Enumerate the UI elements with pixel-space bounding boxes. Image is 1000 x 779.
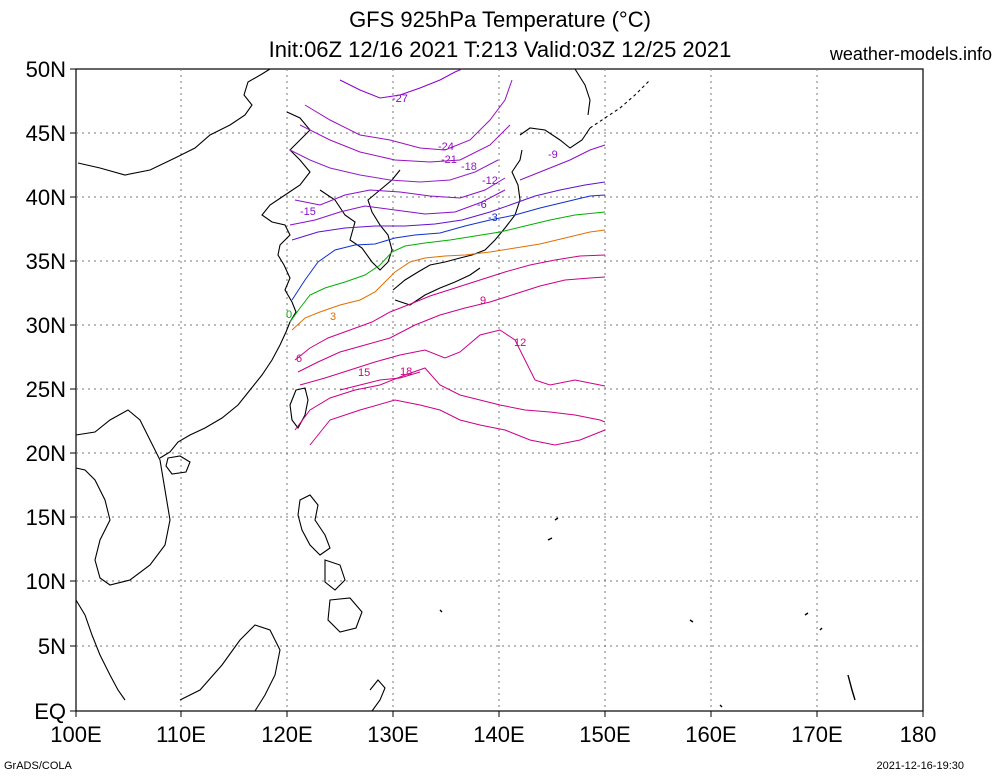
footer-left: GrADS/COLA [4,760,72,772]
coast-borneo [179,624,281,712]
lon-label-130e: 130E [367,722,418,747]
coast-mindanao [327,597,363,633]
coastlines [75,68,856,712]
contour-minus24 [304,79,513,151]
contour-plus3 [291,229,606,331]
contour-label-minus6: -6 [477,199,487,211]
coast-hainan [165,455,191,475]
lat-label-10n: 10N [26,569,66,594]
lat-label-20n: 20N [26,441,66,466]
lat-label-35n: 35N [26,249,66,274]
grid-lines [76,69,923,711]
contour-south-warm [309,399,606,446]
contour-label-plus3: 3 [330,311,336,323]
lon-label-120e: 120E [261,722,312,747]
coast-north-china [77,68,271,176]
lat-labels: 50N 45N 40N 35N 30N 25N 20N 15N 10N 5N E… [26,57,66,724]
coast-indochina [75,409,171,586]
contour-label-plus18: 18 [400,366,412,378]
site-label: weather-models.info [829,44,992,64]
lon-label-100e: 100E [50,722,101,747]
contour-plus9 [297,276,606,373]
coast-korea-bay [159,111,311,459]
coast-hokkaido [519,127,591,149]
coast-visayas [324,559,346,591]
contour-minus18 [289,149,499,183]
coast-taiwan [289,387,309,430]
lon-label-110e: 110E [156,722,206,747]
lat-label-30n: 30N [26,313,66,338]
coast-sakhalin [574,68,591,116]
contour-plus12 [299,329,606,387]
contour-zero [289,211,606,323]
contour-label-plus12: 12 [514,337,526,349]
contour-plus6 [294,254,606,361]
contour-label-zero: 0 [286,309,292,321]
footer-right: 2021-12-16-19:30 [876,760,964,772]
coast-malay [75,599,126,701]
contour-plus18 [339,371,421,391]
contour-labels: -27 -24 -21 -18 -15 -12 -9 -6 -3 0 3 6 9… [286,93,558,379]
contour-minus12 [289,189,506,226]
contour-minus21 [299,124,511,163]
axis-ticks [70,68,924,717]
contour-label-minus12: -12 [482,175,498,187]
contour-label-minus27: -27 [392,93,408,105]
contour-minus15 [294,177,506,206]
lat-label-eq: EQ [34,699,66,724]
lat-label-25n: 25N [26,377,66,402]
coast-sulawesi [369,679,386,712]
lon-label-140e: 140E [473,722,524,747]
contour-plus15 [294,367,606,431]
lat-label-15n: 15N [26,505,66,530]
contour-label-minus15: -15 [300,206,316,218]
contour-label-plus6: 6 [296,353,302,365]
contour-minus9 [519,144,606,181]
coast-kuril [589,79,651,129]
contour-label-minus21: -21 [441,154,457,166]
lon-labels: 100E 110E 120E 130E 140E 150E 160E 170E … [50,722,936,747]
temperature-contours [289,68,606,446]
chart-title-line2: Init:06Z 12/16 2021 T:213 Valid:03Z 12/2… [268,37,732,62]
lon-label-150e: 150E [579,722,630,747]
contour-label-minus9: -9 [548,149,558,161]
contour-minus27 [339,68,463,99]
contour-label-plus15: 15 [358,367,370,379]
coast-japan-honshu [392,149,523,291]
contour-label-minus18: -18 [461,161,477,173]
coast-luzon [297,494,331,556]
lat-label-40n: 40N [26,185,66,210]
lon-label-180: 180 [900,722,937,747]
contour-minus3 [291,194,606,301]
contour-minus6 [291,181,606,241]
lat-label-5n: 5N [38,634,66,659]
chart-title-line1: GFS 925hPa Temperature (°C) [349,7,651,32]
coast-pacific-islands [439,517,856,708]
lon-label-160e: 160E [685,722,736,747]
contour-label-plus9: 9 [480,295,486,307]
contour-label-minus3: -3 [488,212,498,224]
lat-label-50n: 50N [26,57,66,82]
contour-label-minus24: -24 [438,141,454,153]
lon-label-170e: 170E [791,722,842,747]
lat-label-45n: 45N [26,121,66,146]
coast-korea [319,169,401,271]
coast-japan-south [394,267,481,306]
